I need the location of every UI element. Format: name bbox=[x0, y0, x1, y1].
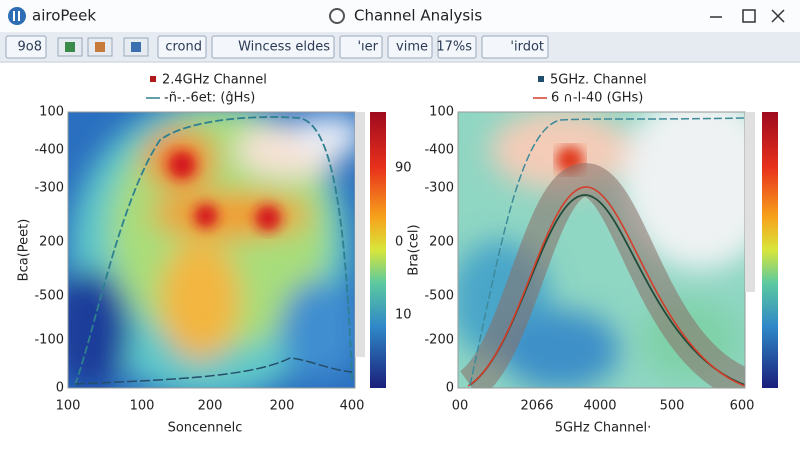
toolbar-icon[interactable] bbox=[87, 37, 113, 57]
y-tick-label: 0 bbox=[56, 381, 64, 396]
y-tick-label: -500 bbox=[34, 289, 64, 304]
x-axis-label: Soncennelc bbox=[168, 421, 243, 436]
toolbar-button[interactable] bbox=[5, 35, 47, 59]
toolbar-label[interactable]: 9o8 bbox=[18, 40, 43, 55]
curve bbox=[467, 186, 745, 387]
x-tick-label: 100 bbox=[56, 399, 81, 414]
y-tick-label: -300 bbox=[424, 181, 454, 196]
toolbar-icon[interactable] bbox=[57, 37, 83, 57]
x-tick-label: 100 bbox=[130, 399, 155, 414]
x-tick-label: 500 bbox=[660, 399, 685, 414]
curve bbox=[74, 116, 353, 386]
panel-title: 5GHz. Channel bbox=[550, 73, 647, 88]
toolbar-button[interactable] bbox=[157, 35, 207, 59]
title-icon bbox=[329, 8, 345, 24]
y-tick-label: -400 bbox=[34, 143, 64, 158]
legend-marker bbox=[150, 76, 156, 82]
maximize[interactable] bbox=[742, 9, 756, 23]
heatmap bbox=[68, 112, 355, 388]
x-tick-label: 200 bbox=[270, 399, 295, 414]
colorbar bbox=[370, 112, 386, 388]
y-axis-label: Bca(Peet) bbox=[17, 219, 32, 282]
icon-glyph bbox=[131, 42, 141, 52]
y-tick-label: -100 bbox=[34, 333, 64, 348]
heatmap bbox=[458, 112, 745, 388]
icon-glyph bbox=[95, 42, 105, 52]
toolbar-button[interactable] bbox=[481, 35, 549, 59]
toolbar-label[interactable]: crond bbox=[165, 40, 202, 55]
y-axis-label: Bra(cel) bbox=[407, 224, 422, 275]
x-tick-label: 400 bbox=[340, 399, 365, 414]
title-bar bbox=[0, 0, 800, 32]
toolbar-label[interactable]: 17%s bbox=[436, 40, 472, 55]
legend-marker bbox=[538, 76, 544, 82]
window-title: Channel Analysis bbox=[354, 7, 482, 25]
x-tick-label: 2066 bbox=[520, 399, 553, 414]
y-tick-label: -300 bbox=[34, 181, 64, 196]
close[interactable] bbox=[771, 9, 785, 23]
toolbar-icon[interactable] bbox=[123, 37, 149, 57]
toolbar-label[interactable]: Wincess eldes bbox=[238, 40, 330, 55]
toolbar-button[interactable] bbox=[387, 35, 433, 59]
panel-title: 2.4GHz Channel bbox=[162, 73, 267, 88]
legend-label: 6 ∩-l-40 (GHs) bbox=[551, 91, 643, 106]
y-tick-label: -200 bbox=[424, 333, 454, 348]
toolbar-label[interactable]: vime bbox=[396, 40, 428, 55]
x-axis-label: 5GHz Channel· bbox=[555, 421, 652, 436]
colorbar bbox=[762, 112, 778, 388]
colorbar-tick-label: 90 bbox=[395, 161, 412, 176]
toolbar-label[interactable]: 'irdot bbox=[510, 40, 544, 55]
toolbar-button[interactable] bbox=[339, 35, 383, 59]
icon-glyph bbox=[65, 42, 75, 52]
y-tick-label: 200 bbox=[39, 235, 64, 250]
y-tick-label: 200 bbox=[429, 235, 454, 250]
y-tick-label: 100 bbox=[39, 105, 64, 120]
x-tick-label: 200 bbox=[198, 399, 223, 414]
y-tick-label: -500 bbox=[424, 289, 454, 304]
colorbar-tick-label: 10 bbox=[395, 308, 412, 323]
x-tick-label: 4000 bbox=[583, 399, 616, 414]
app-icon bbox=[8, 7, 26, 25]
toolbar-label[interactable]: 'ıer bbox=[357, 40, 378, 55]
legend-label: -ñ-.-6et: (ĝHs) bbox=[164, 91, 255, 106]
x-tick-label: 600 bbox=[730, 399, 755, 414]
app-name: airoPeek bbox=[32, 7, 96, 25]
y-tick-label: 0 bbox=[446, 381, 454, 396]
x-tick-label: 00 bbox=[452, 399, 469, 414]
colorbar-tick-label: 0 bbox=[395, 235, 403, 250]
y-tick-label: -400 bbox=[424, 143, 454, 158]
toolbar-button[interactable] bbox=[211, 35, 335, 59]
curve bbox=[469, 117, 745, 386]
toolbar-button[interactable] bbox=[437, 35, 477, 59]
curve bbox=[74, 357, 353, 385]
y-tick-label: 100 bbox=[429, 105, 454, 120]
